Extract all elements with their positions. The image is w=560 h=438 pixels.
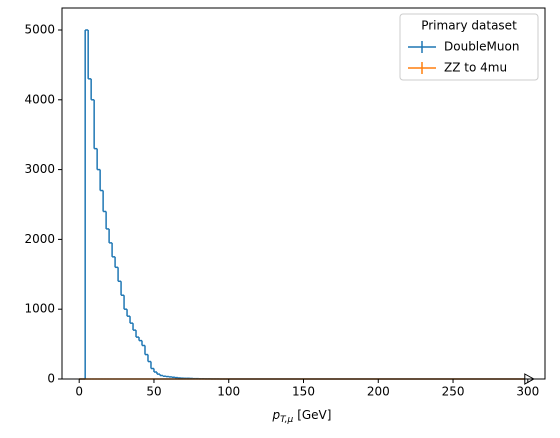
x-label-unit: [GeV] (297, 408, 331, 422)
x-tick-label: 300 (516, 385, 539, 399)
x-tick-label: 0 (75, 385, 83, 399)
legend-box (399, 13, 539, 81)
y-tick-label: 3000 (24, 162, 55, 176)
legend-label: DoubleMuon (444, 40, 519, 54)
x-axis-label: pT,μ [GeV] (272, 408, 332, 425)
x-tick-label: 200 (367, 385, 390, 399)
x-tick-label: 50 (146, 385, 161, 399)
y-tick-label: 2000 (24, 232, 55, 246)
legend-title: Primary dataset (421, 19, 517, 33)
y-tick-label: 0 (47, 372, 55, 386)
x-label-symbol: p (272, 408, 281, 422)
series (79, 29, 528, 380)
x-tick-label: 150 (292, 385, 315, 399)
y-tick-label: 5000 (24, 22, 55, 36)
y-tick-label: 4000 (24, 92, 55, 106)
x-label-subscript: T,μ (280, 415, 293, 425)
y-tick-label: 1000 (24, 302, 55, 316)
x-tick-label: 100 (217, 385, 240, 399)
legend-label: ZZ to 4mu (444, 61, 507, 75)
x-tick-label: 250 (442, 385, 465, 399)
